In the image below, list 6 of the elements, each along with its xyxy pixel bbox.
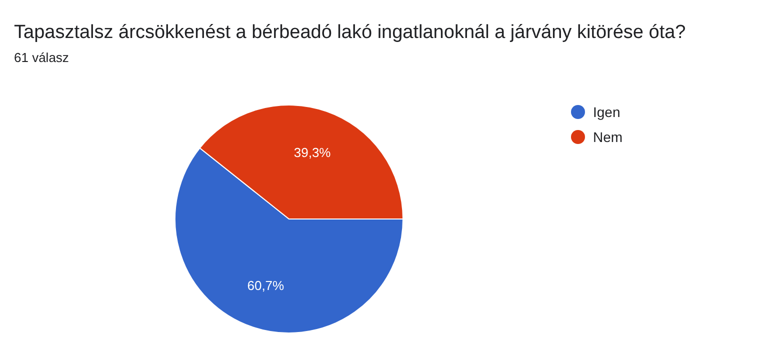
data-label: 39,3% [294, 144, 332, 160]
chart-title: Tapasztalsz árcsökkenést a bérbeadó lakó ingatlanoknál a járvány kitörése óta? [14, 22, 686, 43]
legend-label: Igen [593, 104, 620, 120]
legend-label: Nem [593, 129, 623, 145]
text: 61 válasz [14, 50, 69, 65]
data-label: 60,7% [247, 278, 285, 294]
